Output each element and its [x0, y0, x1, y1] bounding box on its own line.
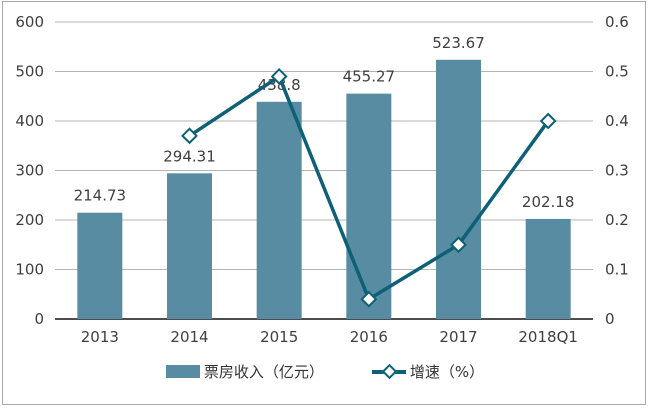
left-axis-tick-label: 300 [15, 162, 44, 180]
legend-label-bar-series: 票房收入（亿元） [203, 363, 324, 381]
bar-value-label: 455.27 [343, 68, 396, 86]
bar [525, 218, 571, 319]
bar-value-label: 202.18 [522, 193, 575, 211]
line-marker [181, 127, 198, 145]
line-marker [539, 112, 557, 130]
bar-value-label: 214.73 [74, 187, 127, 205]
left-axis-tick-label: 600 [15, 13, 44, 31]
legend-label-line-series: 增速（%） [409, 363, 485, 381]
right-axis-tick-label: 0.3 [605, 162, 629, 180]
diamond-marker-icon [381, 363, 398, 380]
x-axis-tick-label: 2016 [350, 328, 388, 346]
legend-item-line-series: 增速（%） [371, 361, 485, 382]
right-axis-tick-label: 0 [605, 310, 615, 328]
x-axis-tick-label: 2015 [260, 328, 298, 346]
legend: 票房收入（亿元） 增速（%） [0, 361, 650, 382]
legend-item-bar-series: 票房收入（亿元） [165, 361, 324, 382]
bar [436, 59, 481, 319]
right-axis-tick-label: 0.1 [605, 261, 629, 279]
right-axis-tick-label: 0.4 [605, 112, 629, 130]
left-axis-tick-label: 400 [15, 112, 44, 130]
x-axis-tick-label: 2013 [81, 328, 119, 346]
x-axis-tick-label: 2018Q1 [518, 328, 578, 346]
bar [77, 212, 123, 319]
left-axis-tick-label: 0 [34, 310, 44, 328]
line-marker [270, 68, 288, 85]
bar [346, 93, 392, 319]
x-axis-tick-label: 2014 [170, 328, 208, 346]
left-axis-tick-label: 500 [15, 63, 44, 81]
x-axis-tick-label: 2017 [439, 328, 477, 346]
left-axis-tick-label: 200 [15, 211, 44, 229]
line-series-marker-icon [371, 363, 406, 380]
right-axis-tick-label: 0.6 [605, 13, 629, 31]
bar-value-label: 294.31 [163, 147, 216, 165]
left-axis-tick-label: 100 [15, 261, 44, 279]
right-axis-tick-label: 0.5 [605, 63, 629, 81]
bar-series-swatch-icon [165, 365, 200, 378]
bar [256, 101, 302, 319]
line-marker [360, 290, 378, 308]
line-marker [450, 236, 467, 254]
bar [167, 173, 212, 319]
bar-value-label: 523.67 [432, 34, 485, 52]
right-axis-tick-label: 0.2 [605, 211, 629, 229]
